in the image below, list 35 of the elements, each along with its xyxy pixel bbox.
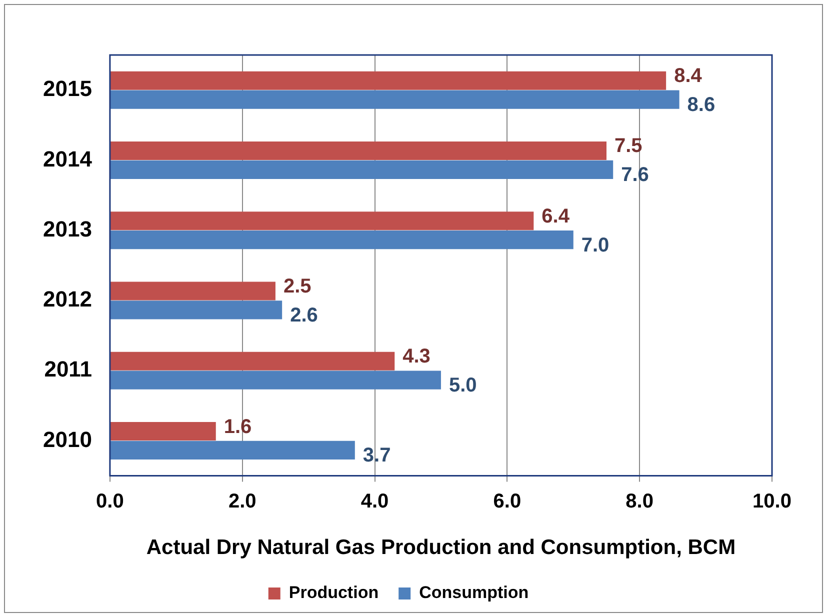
bar xyxy=(110,300,282,320)
y-tick-label: 2013 xyxy=(42,216,92,242)
x-tick-label: 8.0 xyxy=(626,490,654,512)
bar xyxy=(110,352,395,370)
x-axis-title: Actual Dry Natural Gas Production and Consumption, BCM xyxy=(146,536,736,560)
bar xyxy=(110,141,606,160)
x-tick-label: 6.0 xyxy=(493,490,522,512)
bar xyxy=(110,212,534,230)
data-label: 2.6 xyxy=(290,304,318,326)
y-tick-label: 2010 xyxy=(42,426,92,452)
x-tick-label: 2.0 xyxy=(228,490,256,512)
y-tick-label: 2015 xyxy=(42,76,92,102)
data-label: 6.4 xyxy=(542,205,570,228)
x-tick-label: 4.0 xyxy=(360,490,389,512)
legend-label: Production xyxy=(288,583,379,602)
x-tick-label: 10.0 xyxy=(752,490,792,512)
bar xyxy=(110,160,614,179)
data-label: 5.0 xyxy=(448,374,477,397)
bar xyxy=(110,90,680,109)
bar xyxy=(110,71,666,90)
bar xyxy=(110,440,355,460)
data-label: 2.5 xyxy=(283,276,312,298)
y-tick-label: 2011 xyxy=(44,356,92,382)
legend-label: Consumption xyxy=(419,583,529,602)
data-label: 8.6 xyxy=(687,94,716,116)
y-tick-label: 2014 xyxy=(42,146,93,172)
data-label: 8.4 xyxy=(674,65,703,88)
y-tick-label: 2012 xyxy=(42,286,92,312)
data-label: 4.3 xyxy=(402,346,430,368)
data-label: 7.0 xyxy=(581,234,610,256)
bar xyxy=(110,422,216,441)
bar xyxy=(110,282,276,300)
bar xyxy=(110,370,441,390)
bar xyxy=(110,230,574,250)
x-tick-label: 0.0 xyxy=(96,490,124,512)
